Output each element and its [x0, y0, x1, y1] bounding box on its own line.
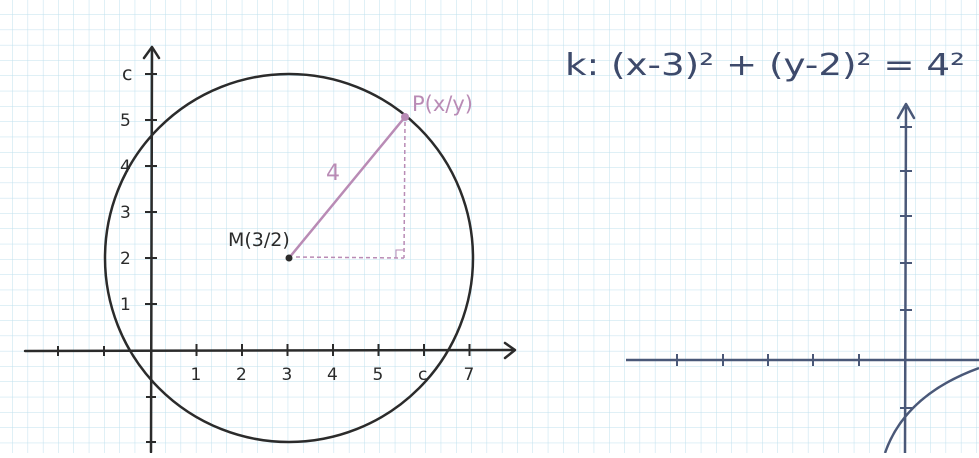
helper-triangle: [295, 121, 406, 259]
circle-k: [103, 72, 475, 444]
x-tick-label-4: 4: [327, 365, 338, 385]
y-tick-label-2: 2: [120, 249, 131, 269]
y-tick-label-1: 1: [120, 295, 131, 315]
x-tick-label-5: 5: [373, 365, 384, 385]
center-label: M(3/2): [228, 229, 290, 251]
circle-equation: k: (x-3)² + (y-2)² = 4²: [565, 48, 965, 83]
x-tick-label-6: c: [418, 365, 427, 385]
y-axis-ticks: 1 2 3 4 5: [120, 73, 157, 315]
x-tick-label-3: 3: [282, 365, 293, 385]
radius-label: 4: [326, 161, 340, 186]
y-tick-label-3: 3: [120, 203, 131, 223]
radius-line: [287, 115, 407, 260]
x-axis-negative-ticks: [57, 346, 105, 356]
y-axis-negative-ticks: [146, 396, 156, 443]
center-point-m: [285, 254, 293, 262]
y-axis-top-label: c: [122, 63, 132, 85]
y-axis-arrow: [142, 45, 161, 60]
right-x-axis-ticks: [676, 354, 860, 366]
right-circle-arc: [883, 366, 979, 454]
x-axis-ticks: 1 2 3 4 5 c 7: [191, 344, 475, 385]
x-tick-label-7: 7: [464, 365, 475, 385]
right-y-axis-ticks: [900, 126, 912, 409]
x-tick-label-1: 1: [191, 365, 202, 385]
y-axis: [149, 48, 154, 454]
y-tick-label-5: 5: [120, 111, 131, 131]
left-coordinate-system: 1 2 3 4 5 c 7 1 2 3 4 5 c M(3/2) P(x/y) 4: [23, 45, 517, 454]
x-axis-arrow: [503, 341, 517, 360]
right-angle-mark: [395, 249, 404, 258]
point-p: [401, 113, 409, 121]
right-coordinate-system: k: (x-3)² + (y-2)² = 4²: [565, 48, 979, 455]
y-tick-label-4: 4: [120, 157, 131, 177]
right-y-axis: [903, 106, 908, 455]
x-axis: [23, 348, 514, 353]
point-p-label: P(x/y): [412, 92, 473, 116]
right-y-axis-arrow: [896, 102, 916, 120]
x-tick-label-2: 2: [236, 365, 247, 385]
